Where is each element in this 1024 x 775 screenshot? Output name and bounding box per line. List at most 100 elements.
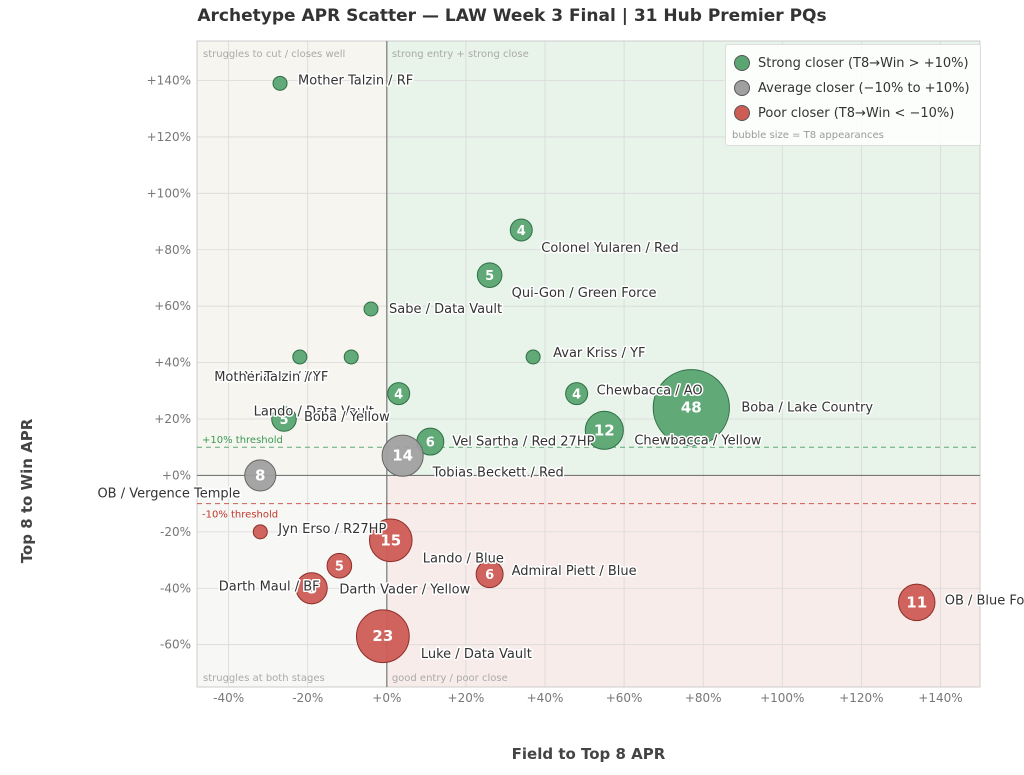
chart-title: Archetype APR Scatter — LAW Week 3 Final… (197, 6, 827, 26)
point-count-label: 6 (426, 436, 435, 451)
y-tick-label: +100% (147, 186, 191, 200)
point-count-label: 6 (485, 568, 494, 583)
y-tick-label: +20% (154, 412, 191, 426)
y-tick-label: +40% (154, 356, 191, 370)
point-strong (292, 349, 308, 365)
point-label: Chewbacca / Yellow (634, 433, 761, 448)
legend-label-average: Average closer (−10% to +10%) (758, 80, 970, 96)
x-tick-label: -20% (292, 691, 323, 705)
point-strong (525, 349, 541, 365)
point-label: Lando / Data Vault (254, 405, 374, 420)
point-label: Avar Kriss / YF (553, 346, 645, 361)
point-count-label: 8 (306, 579, 316, 597)
x-tick-label: +80% (685, 691, 722, 705)
point-poor (475, 560, 504, 589)
point-poor (897, 583, 936, 622)
point-count-label: 14 (392, 447, 413, 465)
point-strong (509, 218, 533, 242)
point-count-label: 5 (485, 269, 494, 284)
point-label: Boba / Lake Country (741, 401, 873, 416)
plot-frame (196, 40, 981, 688)
y-tick-label: +60% (154, 299, 191, 313)
point-average (381, 434, 424, 477)
x-tick-label: +120% (839, 691, 883, 705)
point-poor (252, 524, 268, 540)
point-strong (565, 382, 589, 406)
y-axis-label: Top 8 to Win APR (18, 418, 36, 564)
point-label: Jyn Erso / R27HP (277, 522, 386, 537)
quadrant-label-bottom-right: good entry / poor close (392, 673, 508, 684)
legend-marker-strong (734, 55, 750, 71)
y-tick-label: +80% (154, 243, 191, 257)
point-poor (295, 572, 328, 605)
point-count-label: 11 (906, 593, 927, 611)
point-strong (387, 382, 411, 406)
point-label: Darth Maul / BF (219, 579, 320, 594)
point-strong (652, 369, 730, 447)
quadrant-label-top-left: struggles to cut / closes well (203, 49, 345, 60)
legend-note: bubble size = T8 appearances (732, 130, 884, 141)
point-label: Vel Sartha / Red 27HP (452, 435, 594, 450)
y-tick-label: +140% (147, 73, 191, 87)
point-label: Mother Talzin / RF (298, 73, 413, 88)
point-count-label: 48 (681, 399, 702, 417)
point-poor (368, 518, 413, 563)
x-tick-label: +60% (606, 691, 643, 705)
quadrant-label-bottom-left: struggles at both stages (203, 673, 325, 684)
x-tick-label: -40% (213, 691, 244, 705)
quadrant-label-top-right: strong entry + strong close (392, 49, 529, 60)
x-tick-label: +100% (760, 691, 804, 705)
point-count-label: 4 (517, 224, 526, 239)
point-strong (584, 410, 624, 450)
point-label: OB / Blue Force (945, 593, 1024, 608)
point-label: Darth Vader / Yellow (339, 583, 470, 598)
y-tick-label: -60% (160, 638, 191, 652)
point-count-label: 23 (372, 627, 393, 645)
point-average (244, 459, 277, 492)
point-count-label: 5 (335, 560, 344, 575)
x-tick-label: +20% (448, 691, 485, 705)
point-count-label: 15 (380, 531, 401, 549)
x-tick-label: +0% (372, 691, 401, 705)
x-tick-label: +140% (918, 691, 962, 705)
point-label: Sabe / Data Vault (389, 302, 502, 317)
point-label: Col. Yularen / YF (216, 370, 321, 385)
point-strong (272, 75, 288, 91)
point-strong (271, 406, 297, 432)
point-label: Qui-Gon / Green Force (512, 286, 657, 301)
legend-label-strong: Strong closer (T8→Win > +10%) (758, 55, 969, 71)
legend-item-poor: Poor closer (T8→Win < −10%) (734, 103, 954, 123)
point-label: Boba / Yellow (304, 410, 390, 425)
point-label: Tobias Beckett / Red (432, 466, 564, 481)
x-axis-label: Field to Top 8 APR (511, 745, 666, 763)
x-tick-label: +40% (527, 691, 564, 705)
point-count-label: 12 (594, 421, 615, 439)
point-count-label: 4 (572, 388, 581, 403)
legend-marker-average (734, 80, 750, 96)
point-label: Luke / Data Vault (421, 647, 532, 662)
y-tick-label: -40% (160, 581, 191, 595)
point-count-label: 4 (394, 388, 403, 403)
point-strong (363, 301, 379, 317)
legend: Strong closer (T8→Win > +10%) Average cl… (725, 44, 981, 146)
point-count-label: 5 (279, 413, 288, 428)
y-tick-label: +0% (162, 468, 191, 482)
point-label: Colonel Yularen / Red (541, 241, 678, 256)
legend-label-poor: Poor closer (T8→Win < −10%) (758, 105, 955, 121)
upper-threshold-label: +10% threshold (202, 435, 283, 446)
y-tick-label: +120% (147, 130, 191, 144)
point-poor (355, 609, 410, 664)
point-label: Chewbacca / AO (597, 384, 703, 399)
legend-item-strong: Strong closer (T8→Win > +10%) (734, 53, 969, 73)
y-tick-label: -20% (160, 525, 191, 539)
point-label: Lando / Blue (423, 551, 504, 566)
point-strong (476, 262, 503, 288)
point-count-label: 8 (255, 466, 265, 484)
point-poor (326, 552, 353, 579)
point-strong (343, 349, 359, 365)
legend-item-average: Average closer (−10% to +10%) (734, 78, 970, 98)
point-label: Mother Talzin / YF (214, 370, 328, 385)
point-label: Admiral Piett / Blue (512, 564, 637, 579)
legend-marker-poor (734, 105, 750, 121)
